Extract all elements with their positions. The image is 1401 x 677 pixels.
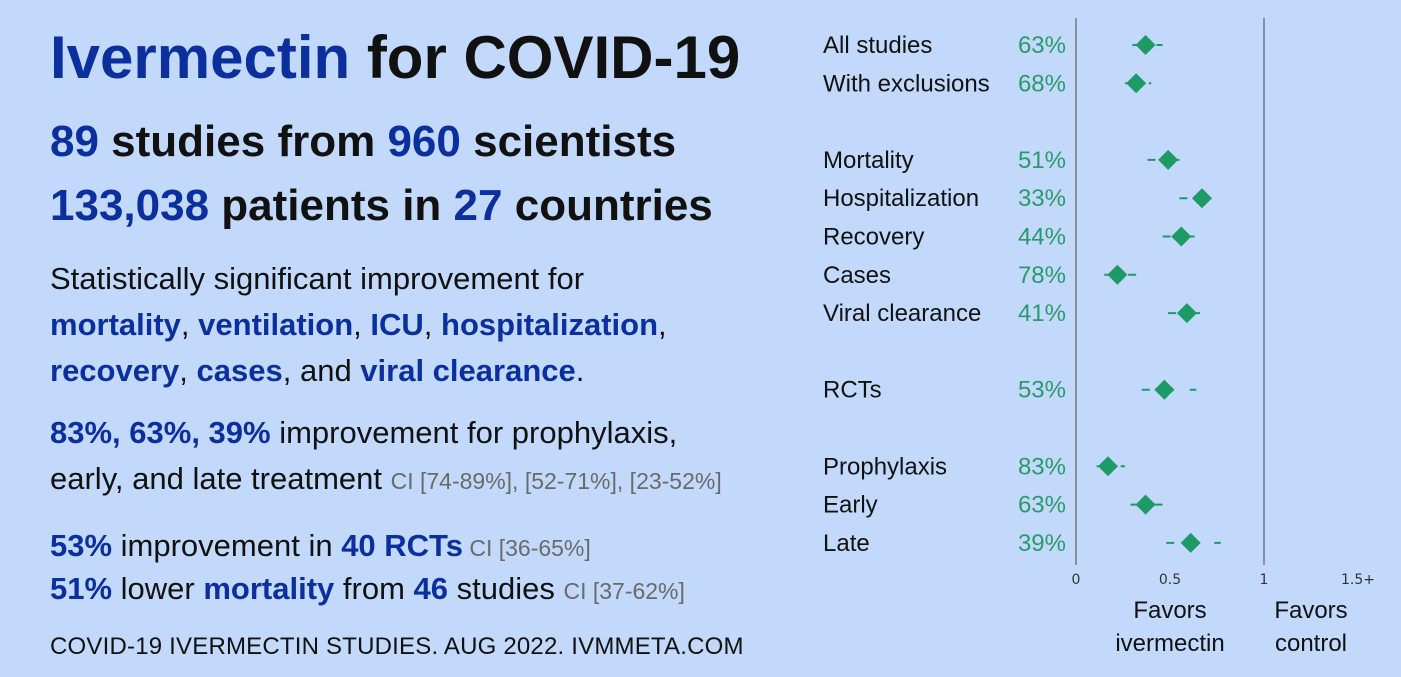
estimate-marker xyxy=(1097,456,1118,477)
row-label: RCTs xyxy=(823,377,882,404)
row-value: 33% xyxy=(1018,185,1066,212)
treatment-text-2: early, and late treatment xyxy=(50,461,391,496)
x-tick-label: 0.5 xyxy=(1159,572,1181,588)
row-value: 83% xyxy=(1018,453,1066,480)
scientists-text: scientists xyxy=(460,117,677,166)
row-label: All studies xyxy=(823,32,932,59)
studies-count: 89 xyxy=(50,117,99,166)
outcome-hospitalization: hospitalization xyxy=(441,307,659,342)
outcome-sep-and: , and xyxy=(282,353,361,388)
countries-text: countries xyxy=(502,181,713,230)
row-label: Viral clearance xyxy=(823,300,981,327)
estimate-marker xyxy=(1107,264,1128,285)
mortality-text-2: from xyxy=(334,571,414,606)
favors-control-label: control xyxy=(1275,630,1347,657)
rct-ci: CI [36-65%] xyxy=(462,535,591,561)
outcome-mortality: mortality xyxy=(50,307,181,342)
studies-text: studies from xyxy=(98,117,388,166)
outcome-viral-clearance: viral clearance xyxy=(360,353,576,388)
page-title: Ivermectin for COVID-19 xyxy=(50,20,740,96)
outcome-sep: , xyxy=(353,307,371,342)
row-value: 51% xyxy=(1018,147,1066,174)
row-label: Recovery xyxy=(823,224,924,251)
treatment-paragraph: 83%, 63%, 39% improvement for prophylaxi… xyxy=(50,410,810,504)
row-value: 41% xyxy=(1018,300,1066,327)
patients-text: patients in xyxy=(209,181,454,230)
patients-summary: 133,038 patients in 27 countries xyxy=(50,178,713,234)
rct-count: 40 RCTs xyxy=(341,528,463,563)
row-value: 44% xyxy=(1018,224,1066,251)
treatment-text-1: improvement for prophylaxis, xyxy=(270,415,678,450)
treatment-ci: CI [74-89%], [52-71%], [23-52%] xyxy=(390,468,722,494)
outcome-sep: , xyxy=(179,353,197,388)
row-value: 39% xyxy=(1018,530,1066,557)
row-value: 63% xyxy=(1018,32,1066,59)
outcome-ventilation: ventilation xyxy=(198,307,354,342)
countries-count: 27 xyxy=(453,181,503,230)
outcome-sep: , xyxy=(423,307,442,342)
mortality-text-3: studies xyxy=(448,571,564,606)
row-value: 63% xyxy=(1018,492,1066,519)
mortality-study-count: 46 xyxy=(413,571,448,606)
outcome-recovery: recovery xyxy=(50,353,180,388)
x-tick-label: 0 xyxy=(1072,572,1081,588)
favors-ivermectin-label: ivermectin xyxy=(1115,630,1224,657)
studies-summary: 89 studies from 960 scientists xyxy=(50,114,676,170)
row-label: Cases xyxy=(823,262,891,289)
favors-ivermectin-label: Favors xyxy=(1133,597,1206,624)
x-tick-label: 1 xyxy=(1260,572,1269,588)
row-label: Hospitalization xyxy=(823,185,979,212)
estimate-marker xyxy=(1191,188,1212,209)
row-value: 53% xyxy=(1018,377,1066,404)
title-rest: for COVID-19 xyxy=(350,24,741,91)
x-tick-label: 1.5+ xyxy=(1341,572,1375,588)
title-drug: Ivermectin xyxy=(50,24,351,91)
treatment-percentages: 83%, 63%, 39% xyxy=(50,415,271,450)
estimate-marker xyxy=(1135,494,1156,515)
mortality-line: 51% lower mortality from 46 studies CI [… xyxy=(50,567,685,613)
mortality-pct: 51% xyxy=(50,571,113,606)
rct-pct: 53% xyxy=(50,528,113,563)
estimate-marker xyxy=(1158,149,1179,170)
outcome-sep: , xyxy=(658,307,667,342)
row-label: Prophylaxis xyxy=(823,453,947,480)
mortality-ci: CI [37-62%] xyxy=(563,578,685,604)
row-label: With exclusions xyxy=(823,70,990,97)
patients-count: 133,038 xyxy=(50,181,210,230)
significance-intro: Statistically significant improvement fo… xyxy=(50,261,585,296)
estimate-marker xyxy=(1176,303,1197,324)
favors-control-label: Favors xyxy=(1274,597,1347,624)
row-value: 68% xyxy=(1018,70,1066,97)
row-label: Early xyxy=(823,492,878,519)
mortality-word: mortality xyxy=(203,571,335,606)
estimate-marker xyxy=(1171,226,1192,247)
outcome-cases: cases xyxy=(196,353,283,388)
mortality-text-1: lower xyxy=(112,571,204,606)
estimate-marker xyxy=(1154,379,1175,400)
footer-source: COVID-19 IVERMECTIN STUDIES. AUG 2022. I… xyxy=(50,633,744,660)
estimate-marker xyxy=(1135,35,1156,55)
significance-paragraph: Statistically significant improvement fo… xyxy=(50,256,790,394)
rct-text: improvement in xyxy=(112,528,342,563)
outcome-sep: , xyxy=(180,307,199,342)
outcome-end: . xyxy=(575,353,585,388)
scientists-count: 960 xyxy=(387,117,461,166)
row-value: 78% xyxy=(1018,262,1066,289)
row-label: Mortality xyxy=(823,147,914,174)
rct-line: 53% improvement in 40 RCTs CI [36-65%] xyxy=(50,524,591,570)
estimate-marker xyxy=(1180,532,1201,553)
outcome-icu: ICU xyxy=(370,307,424,342)
row-label: Late xyxy=(823,530,870,557)
estimate-marker xyxy=(1126,73,1147,94)
